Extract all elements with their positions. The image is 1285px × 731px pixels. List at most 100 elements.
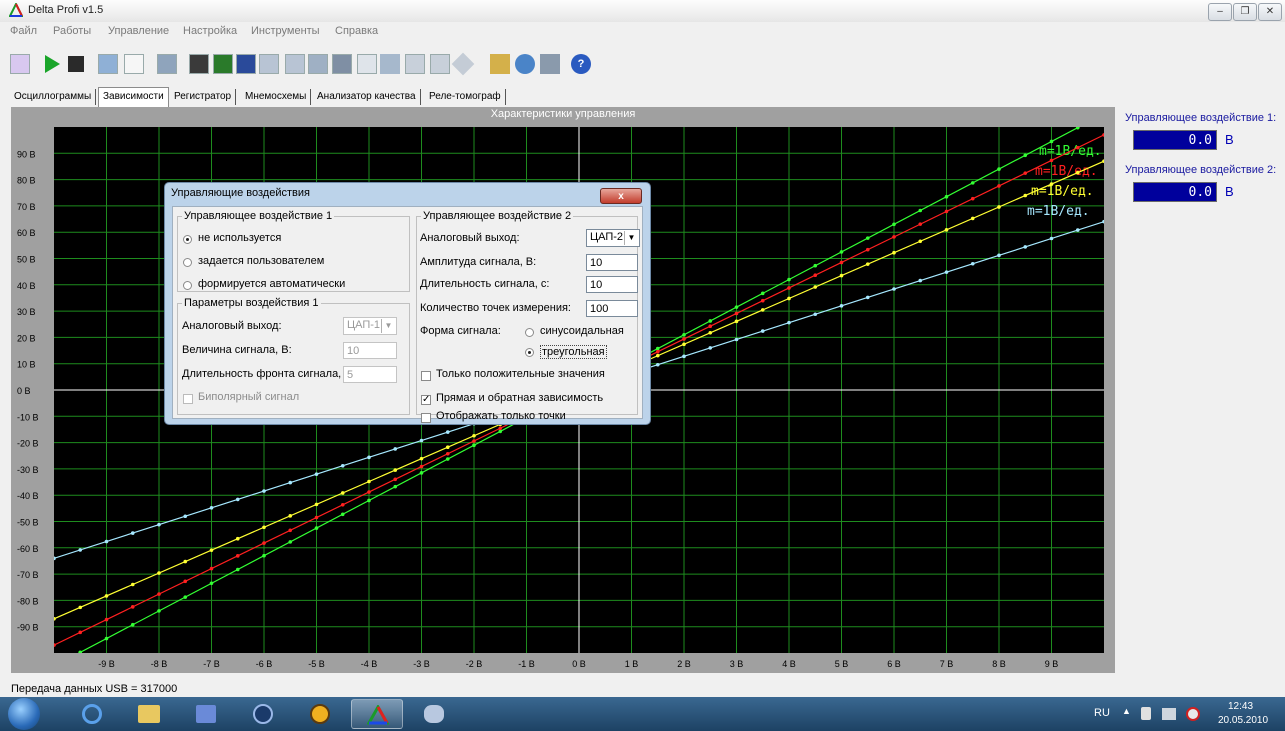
y-tick-label: -70 В: [17, 570, 39, 580]
series-point: [130, 582, 135, 587]
move-icon[interactable]: [380, 54, 400, 74]
control2-duration-input[interactable]: [586, 276, 638, 293]
series-point: [892, 250, 896, 255]
series-point: [970, 261, 975, 266]
series-point: [760, 298, 765, 303]
series-point: [209, 581, 214, 586]
chevron-down-icon: ▼: [381, 319, 395, 333]
y-tick-label: 90 В: [17, 149, 36, 159]
radio-triangular[interactable]: [525, 348, 534, 357]
tab-dependencies[interactable]: Зависимости: [98, 87, 169, 107]
menu-works[interactable]: Работы: [53, 25, 92, 37]
direct-reverse-checkbox[interactable]: ✓: [421, 394, 431, 405]
taskbar-media[interactable]: [237, 699, 289, 729]
restore-button[interactable]: ❐: [1233, 3, 1257, 21]
x-tick-label: -1 В: [518, 659, 535, 669]
control2-amp-input[interactable]: [586, 254, 638, 271]
clock-date[interactable]: 20.05.2010: [1218, 715, 1269, 726]
grid-icon[interactable]: [259, 54, 279, 74]
house-icon[interactable]: [490, 54, 510, 74]
series-point: [813, 263, 818, 268]
bipolar-label: Биполярный сигнал: [198, 391, 300, 403]
open-file-icon[interactable]: [98, 54, 118, 74]
help-icon[interactable]: ?: [571, 54, 591, 74]
y-tick-label: -30 В: [17, 465, 39, 475]
x-tick-label: -3 В: [413, 659, 430, 669]
panel-icon[interactable]: [332, 54, 352, 74]
radio-automatic[interactable]: [183, 281, 192, 290]
dialog-close-button[interactable]: x: [600, 188, 642, 204]
layout-icon[interactable]: [308, 54, 328, 74]
radio-not-used[interactable]: [183, 235, 192, 244]
close-window-button[interactable]: ✕: [1258, 3, 1282, 21]
settings-icon[interactable]: [515, 54, 535, 74]
tab-mnemoschemes[interactable]: Мнемосхемы: [241, 89, 312, 105]
series-point: [839, 250, 844, 254]
tab-relay-tomograph[interactable]: Реле-томограф: [425, 89, 506, 105]
series-point: [419, 456, 424, 461]
points-only-checkbox[interactable]: [421, 413, 431, 423]
series-point: [787, 286, 791, 290]
frame-icon[interactable]: [405, 54, 425, 74]
taskbar-ie[interactable]: [66, 699, 118, 729]
menu-help[interactable]: Справка: [335, 25, 379, 37]
start-button[interactable]: [8, 698, 40, 730]
diamond-icon[interactable]: [451, 52, 475, 76]
menu-settings[interactable]: Настройка: [183, 25, 238, 37]
radio-sinusoidal[interactable]: [525, 328, 534, 337]
y-tick-label: -10 В: [17, 412, 39, 422]
taskbar-delta-profi[interactable]: [351, 699, 403, 729]
control2-points-input[interactable]: [586, 300, 638, 317]
sound-muted-icon[interactable]: [1186, 707, 1200, 721]
tab-oscillograms[interactable]: Осциллограммы: [10, 89, 97, 105]
menu-control[interactable]: Управление: [108, 25, 170, 37]
tab-registrator[interactable]: Регистратор: [170, 89, 237, 105]
minimize-button[interactable]: –: [1208, 3, 1232, 21]
print-icon[interactable]: [157, 54, 177, 74]
x-tick-label: -8 В: [151, 659, 168, 669]
taskbar-browser[interactable]: [294, 699, 346, 729]
series-point: [1023, 153, 1028, 158]
table-icon[interactable]: [189, 54, 209, 74]
positive-only-checkbox[interactable]: [421, 371, 431, 381]
export-icon[interactable]: [236, 54, 256, 74]
play-icon[interactable]: [42, 54, 62, 74]
menu-tools[interactable]: Инструменты: [251, 25, 320, 37]
tab-quality-analyzer[interactable]: Анализатор качества: [313, 89, 421, 105]
taskbar-paint[interactable]: [408, 699, 460, 729]
new-file-icon[interactable]: [124, 54, 144, 74]
series-point: [288, 540, 293, 544]
taskbar-app1[interactable]: [180, 699, 232, 729]
edit-icon[interactable]: [10, 54, 30, 74]
series-point: [708, 346, 713, 350]
x-tick-label: -6 В: [256, 659, 273, 669]
y-tick-label: -20 В: [17, 439, 39, 449]
taskbar-explorer[interactable]: [123, 699, 175, 729]
clock-time[interactable]: 12:43: [1228, 701, 1254, 712]
radio-user-defined[interactable]: [183, 258, 192, 267]
image-icon[interactable]: [285, 54, 305, 74]
y-tick-label: -80 В: [17, 596, 39, 606]
language-indicator[interactable]: RU: [1094, 707, 1110, 719]
series-point: [944, 228, 949, 232]
chart-icon[interactable]: [213, 54, 233, 74]
params1-amp-input[interactable]: [343, 342, 397, 359]
usb-icon[interactable]: [1141, 707, 1151, 720]
bipolar-checkbox[interactable]: [183, 394, 193, 404]
params1-front-input[interactable]: [343, 366, 397, 383]
menu-file[interactable]: Файл: [10, 25, 38, 37]
control2-analog-select[interactable]: ЦАП-2 ▼: [586, 229, 640, 247]
stop-icon[interactable]: [68, 56, 84, 72]
series-point: [708, 324, 713, 329]
series-point: [892, 287, 896, 291]
series-point: [997, 184, 1001, 188]
tray-expand-icon[interactable]: ▲: [1122, 706, 1131, 716]
layers-icon[interactable]: [430, 54, 450, 74]
series-point: [235, 497, 240, 502]
series-point: [498, 426, 503, 431]
params1-analog-select[interactable]: ЦАП-1 ▼: [343, 317, 397, 335]
text-icon[interactable]: [357, 54, 377, 74]
series-point: [865, 295, 870, 300]
tools-icon[interactable]: [540, 54, 560, 74]
network-icon[interactable]: [1162, 708, 1176, 720]
